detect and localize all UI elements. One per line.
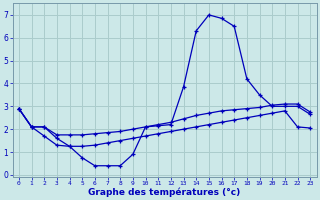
X-axis label: Graphe des températures (°c): Graphe des températures (°c) (88, 187, 241, 197)
